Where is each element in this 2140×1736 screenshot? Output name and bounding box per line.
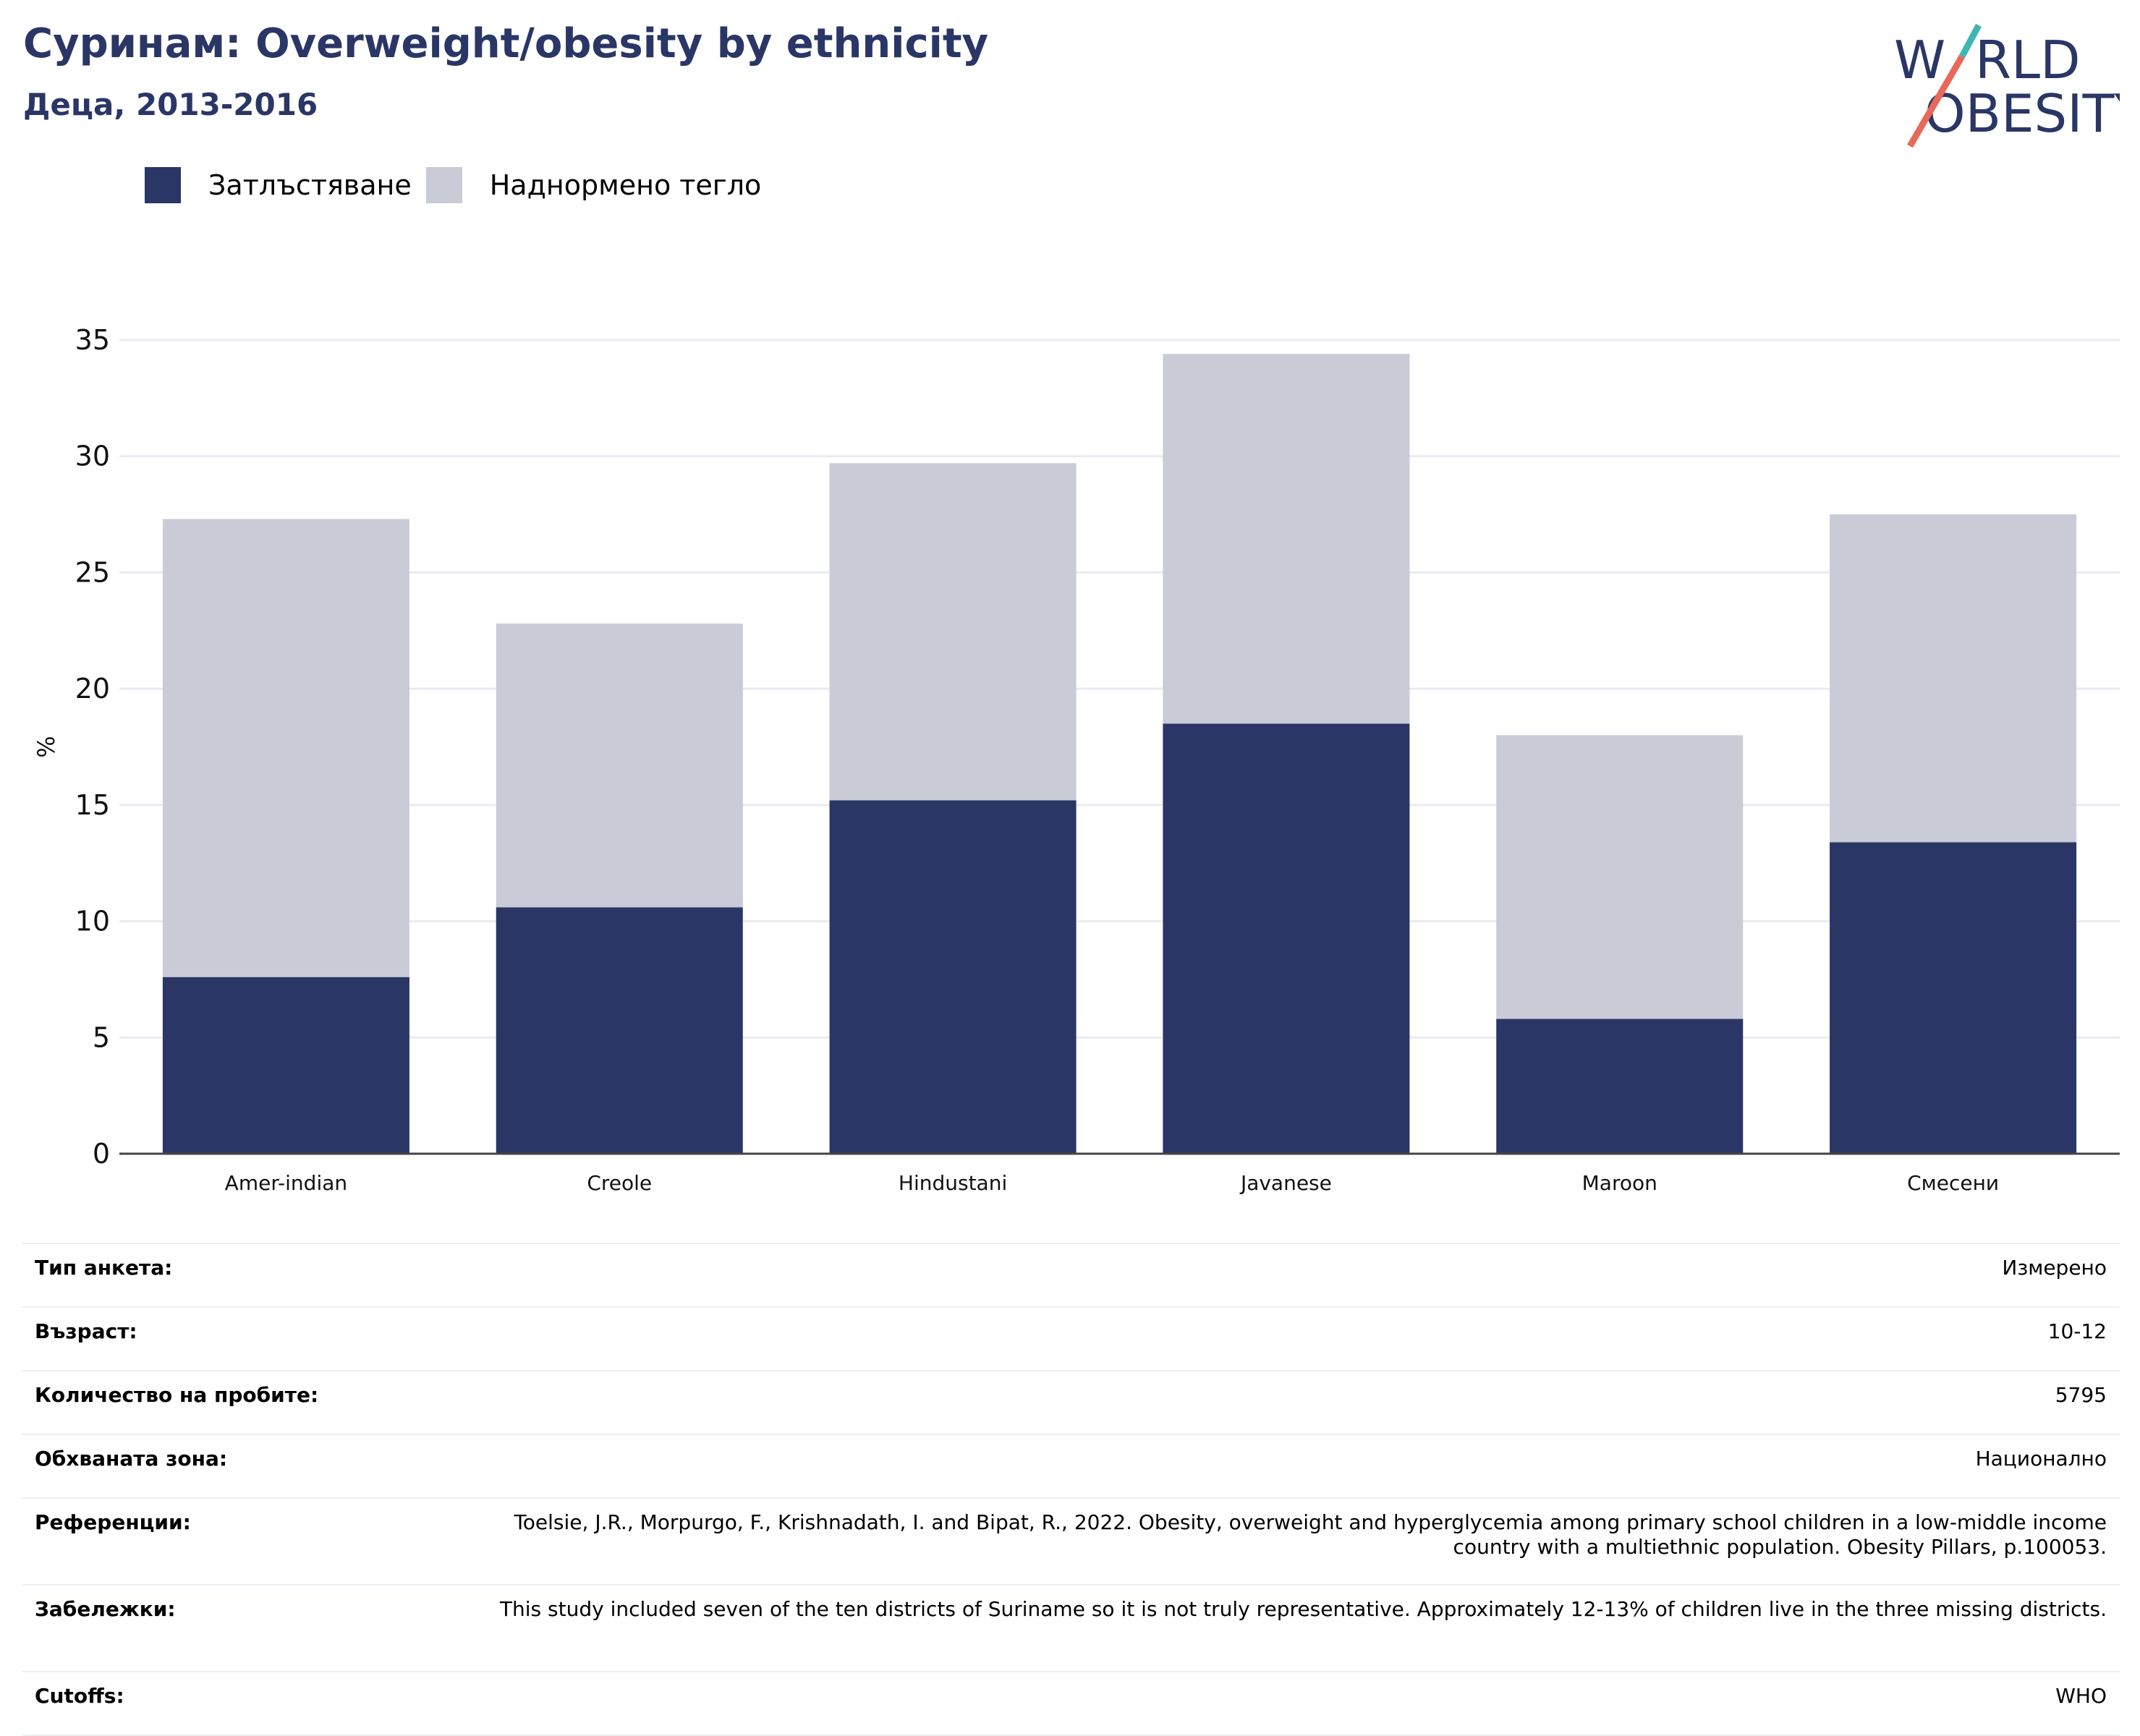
y-tick-label: 25 bbox=[75, 556, 110, 588]
y-tick-label: 35 bbox=[75, 324, 110, 356]
legend-label-obesity: Затлъстяване bbox=[208, 169, 412, 201]
metadata-label: Cutoffs: bbox=[35, 1684, 124, 1708]
legend-swatch-overweight bbox=[425, 167, 462, 203]
svg-text:RLD: RLD bbox=[1975, 30, 2081, 90]
legend-item-obesity: Затлъстяване bbox=[145, 167, 412, 203]
y-tick-label: 20 bbox=[75, 673, 110, 705]
metadata-value: 5795 bbox=[2055, 1383, 2107, 1407]
x-tick-label: Amer-indian bbox=[225, 1171, 347, 1195]
y-tick-label: 0 bbox=[93, 1138, 110, 1170]
metadata-value: 10-12 bbox=[2047, 1319, 2107, 1343]
x-tick-label: Javanese bbox=[1239, 1171, 1332, 1195]
metadata-label: Тип анкета: bbox=[35, 1256, 173, 1280]
bar-obesity-1 bbox=[496, 907, 743, 1154]
bar-overweight-4 bbox=[1496, 735, 1744, 1019]
bar-overweight-1 bbox=[496, 624, 743, 908]
bar-overweight-3 bbox=[1163, 354, 1410, 724]
metadata-value: Измерено bbox=[2002, 1256, 2107, 1280]
stacked-bar-chart: 0 5 10 15 20 25 30 35% Amer-indian Creole Hindusta… bbox=[33, 324, 2120, 1195]
legend-label-overweight: Наднормено тегло bbox=[489, 169, 762, 201]
bar-obesity-4 bbox=[1496, 1018, 1744, 1154]
y-tick-label: 10 bbox=[75, 906, 110, 937]
y-tick-label: 5 bbox=[93, 1021, 110, 1053]
metadata-row-cutoffs: Cutoffs: WHO bbox=[22, 1672, 2120, 1735]
legend-swatch-obesity bbox=[145, 167, 181, 203]
x-tick-label: Maroon bbox=[1582, 1171, 1657, 1195]
metadata-label: Забележки: bbox=[35, 1597, 176, 1621]
metadata-value: Национално bbox=[1975, 1447, 2107, 1471]
chart-title: Суринам: Overweight/obesity by ethnicity bbox=[23, 20, 989, 67]
metadata-value: This study included seven of the ten dis… bbox=[499, 1597, 2107, 1621]
y-axis-label: % bbox=[33, 736, 60, 757]
metadata-value: Toelsie, J.R., Morpurgo, F., Krishnadath… bbox=[514, 1510, 2107, 1559]
bar-overweight-2 bbox=[829, 463, 1077, 801]
metadata-value: WHO bbox=[2055, 1684, 2107, 1708]
chart-legend: Затлъстяване Наднормено тегло bbox=[145, 166, 776, 204]
metadata-row-survey-type: Тип анкета: Измерено bbox=[22, 1243, 2120, 1307]
x-tick-label: Creole bbox=[587, 1171, 652, 1195]
bar-obesity-0 bbox=[162, 977, 409, 1154]
world-obesity-logo: W RLD OBESITY bbox=[1894, 23, 2120, 148]
metadata-label: Референции: bbox=[35, 1510, 191, 1534]
bar-overweight-0 bbox=[162, 519, 409, 977]
bar-obesity-2 bbox=[829, 800, 1077, 1154]
svg-text:OBESITY: OBESITY bbox=[1924, 83, 2120, 144]
bar-obesity-5 bbox=[1830, 842, 2077, 1154]
bar-overweight-5 bbox=[1830, 514, 2077, 843]
x-tick-label: Hindustani bbox=[899, 1171, 1007, 1195]
metadata-row-age: Възраст: 10-12 bbox=[22, 1307, 2120, 1371]
metadata-label: Възраст: bbox=[35, 1319, 137, 1343]
y-tick-label: 30 bbox=[75, 441, 110, 472]
metadata-row-sample-size: Количество на пробите: 5795 bbox=[22, 1371, 2120, 1434]
metadata-label: Количество на пробите: bbox=[35, 1383, 319, 1407]
chart-subtitle: Деца, 2013-2016 bbox=[23, 87, 318, 122]
svg-text:W: W bbox=[1894, 30, 1945, 90]
metadata-row-notes: Забележки: This study included seven of … bbox=[22, 1585, 2120, 1672]
y-tick-label: 15 bbox=[75, 789, 110, 821]
metadata-row-area-covered: Обхваната зона: Национално bbox=[22, 1434, 2120, 1498]
bar-obesity-3 bbox=[1163, 723, 1410, 1154]
metadata-row-references: Референции: Toelsie, J.R., Morpurgo, F.,… bbox=[22, 1498, 2120, 1585]
metadata-label: Обхваната зона: bbox=[35, 1447, 228, 1471]
survey-metadata-table: Тип анкета: Измерено Възраст: 10-12 Коли… bbox=[22, 1243, 2120, 1736]
legend-item-overweight: Наднормено тегло bbox=[425, 167, 762, 203]
x-tick-label: Смесени bbox=[1907, 1171, 1999, 1195]
